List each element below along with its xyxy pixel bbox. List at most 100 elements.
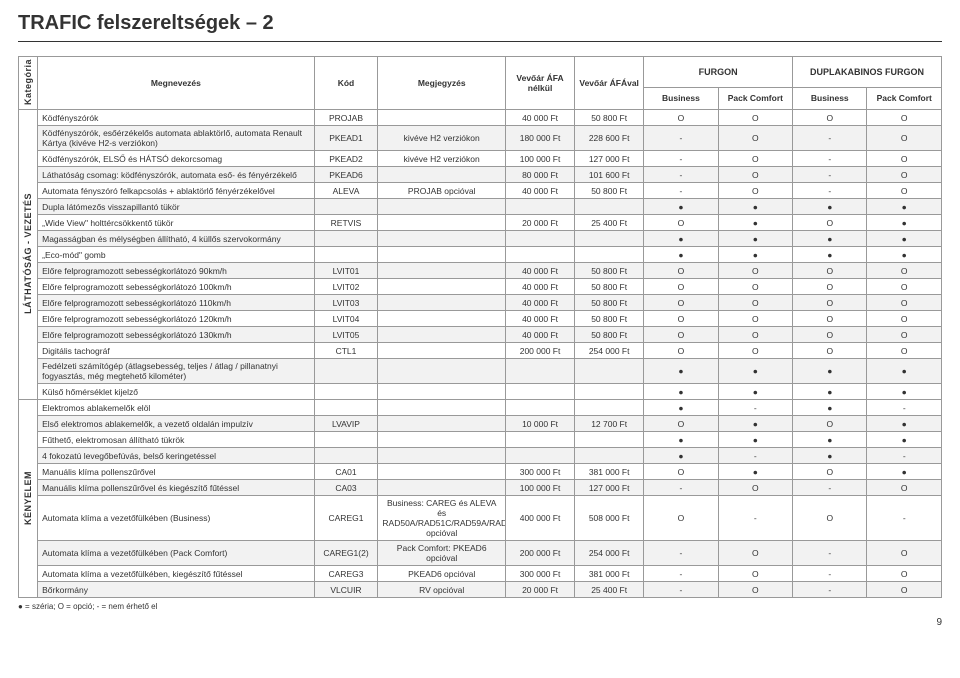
cell-name: Fűthető, elektromosan állítható tükrök [38,432,314,448]
table-row: Automata klíma a vezetőfülkében (Busines… [19,496,942,541]
cell-mark: O [644,327,718,343]
cell-name: Külső hőmérséklet kijelző [38,384,314,400]
cell-code [314,231,378,247]
cell-price-gross [575,231,644,247]
cell-mark: ● [718,432,792,448]
cell-code: CA01 [314,464,378,480]
cell-mark: O [718,566,792,582]
cell-note [378,343,506,359]
cell-code: VLCUIR [314,582,378,598]
cell-code: CTL1 [314,343,378,359]
cell-mark: O [718,480,792,496]
table-row: 4 fokozatú levegőbefúvás, belső keringet… [19,448,942,464]
table-row: „Wide View" holttércsökkentő tükörRETVIS… [19,215,942,231]
cell-mark: O [718,582,792,598]
cell-name: Digitális tachográf [38,343,314,359]
table-row: Automata klíma a vezetőfülkében (Pack Co… [19,541,942,566]
cell-mark: O [867,167,942,183]
cell-name: Dupla látómezős visszapillantó tükör [38,199,314,215]
cell-mark: - [718,496,792,541]
table-row: Digitális tachográfCTL1200 000 Ft254 000… [19,343,942,359]
cell-name: Elektromos ablakemelők elöl [38,400,314,416]
cell-mark: ● [644,448,718,464]
table-row: Láthatóság csomag: ködfényszórók, automa… [19,167,942,183]
cell-name: Automata fényszóró felkapcsolás + ablakt… [38,183,314,199]
cell-name: Ködfényszórók [38,110,314,126]
cell-name: Előre felprogramozott sebességkorlátozó … [38,279,314,295]
cell-mark: O [867,566,942,582]
page-number: 9 [18,617,942,628]
col-kod: Kód [314,57,378,110]
cell-code: CAREG1(2) [314,541,378,566]
cell-mark: ● [644,247,718,263]
cell-note [378,448,506,464]
cell-price-net [505,448,574,464]
cell-mark: ● [718,359,792,384]
cell-mark: ● [644,384,718,400]
cell-mark: O [793,279,867,295]
cell-mark: O [867,263,942,279]
cell-price-net: 300 000 Ft [505,566,574,582]
cell-mark: O [793,343,867,359]
cell-name: 4 fokozatú levegőbefúvás, belső keringet… [38,448,314,464]
cell-mark: O [718,263,792,279]
col-ar2: Vevőár ÁFÁval [575,57,644,110]
col-group-furgon: FURGON [644,57,793,88]
cell-mark: - [793,541,867,566]
cell-mark: O [867,480,942,496]
cell-price-gross [575,199,644,215]
cell-mark: ● [867,384,942,400]
cell-mark: ● [793,247,867,263]
cell-mark: O [718,541,792,566]
col-business-2: Business [793,87,867,109]
table-row: Manuális klíma pollenszűrővelCA01300 000… [19,464,942,480]
cell-price-gross: 50 800 Ft [575,110,644,126]
cell-price-net: 40 000 Ft [505,295,574,311]
cell-price-net: 20 000 Ft [505,215,574,231]
cell-mark: - [793,126,867,151]
cell-mark: O [644,311,718,327]
cell-mark: O [793,327,867,343]
table-row: Fedélzeti számítógép (átlagsebesség, tel… [19,359,942,384]
cell-price-net [505,247,574,263]
cell-name: Ködfényszórók, esőérzékelős automata abl… [38,126,314,151]
cell-code [314,384,378,400]
cell-mark: - [718,448,792,464]
cell-mark: - [644,167,718,183]
cell-note [378,359,506,384]
table-row: Külső hőmérséklet kijelző●●●● [19,384,942,400]
cell-price-net [505,384,574,400]
cell-code [314,448,378,464]
cell-note: Business: CAREG és ALEVA és RAD50A/RAD51… [378,496,506,541]
table-row: Előre felprogramozott sebességkorlátozó … [19,263,942,279]
cell-price-gross: 12 700 Ft [575,416,644,432]
cell-note: PKEAD6 opcióval [378,566,506,582]
cell-note [378,263,506,279]
cell-mark: - [644,566,718,582]
cell-price-net: 400 000 Ft [505,496,574,541]
cell-note: PROJAB opcióval [378,183,506,199]
cell-name: Előre felprogramozott sebességkorlátozó … [38,263,314,279]
cell-price-gross: 50 800 Ft [575,183,644,199]
cell-price-gross: 508 000 Ft [575,496,644,541]
cell-mark: O [718,311,792,327]
category-kenyelem: KÉNYELEM [19,400,38,598]
cell-mark: O [644,279,718,295]
cell-note [378,464,506,480]
cell-mark: ● [867,416,942,432]
cell-mark: - [793,566,867,582]
cell-name: Ködfényszórók, ELSŐ és HÁTSÓ dekorcsomag [38,151,314,167]
col-comfort-1: Pack Comfort [718,87,792,109]
table-row: Dupla látómezős visszapillantó tükör●●●● [19,199,942,215]
cell-mark: O [867,126,942,151]
cell-note [378,327,506,343]
cell-mark: ● [718,199,792,215]
cell-mark: ● [718,215,792,231]
cell-note [378,215,506,231]
cell-mark: O [718,327,792,343]
cell-mark: ● [718,231,792,247]
cell-price-net: 20 000 Ft [505,582,574,598]
col-group-duplakabinos: DUPLAKABINOS FURGON [793,57,942,88]
cell-code: LVAVIP [314,416,378,432]
cell-mark: - [644,183,718,199]
